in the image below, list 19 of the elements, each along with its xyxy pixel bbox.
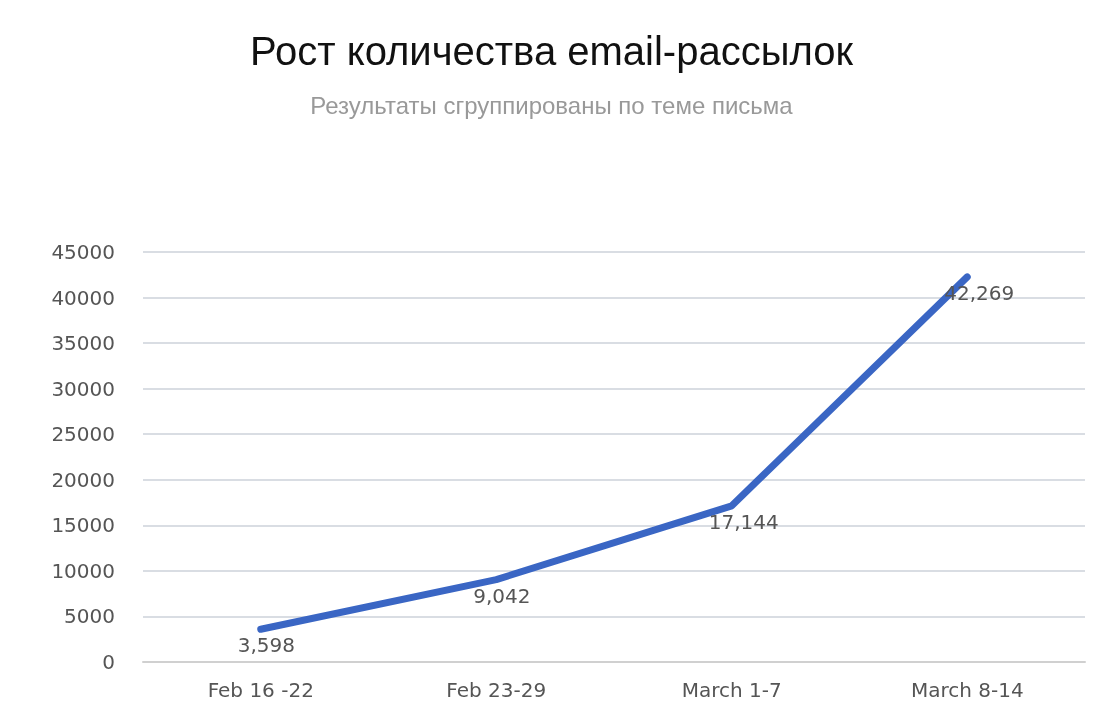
y-tick-label: 0 xyxy=(102,650,115,674)
x-tick-label: March 1-7 xyxy=(681,678,782,702)
x-tick-label: March 8-14 xyxy=(910,678,1024,702)
y-tick-label: 30000 xyxy=(51,376,115,401)
chart-title: Рост количества email-рассылок xyxy=(250,29,854,73)
x-tick-label: Feb 23-29 xyxy=(446,678,547,702)
chart-subtitle: Результаты сгруппированы по теме письма xyxy=(310,91,794,119)
y-tick-label: 40000 xyxy=(51,285,115,310)
data-label: 17,144 xyxy=(708,509,779,534)
y-tick-label: 45000 xyxy=(51,240,115,264)
y-tick-label: 15000 xyxy=(51,513,115,538)
y-tick-label: 5000 xyxy=(64,604,115,629)
data-label: 9,042 xyxy=(473,583,531,608)
x-tick-label: Feb 16 -22 xyxy=(207,678,314,702)
y-tick-label: 20000 xyxy=(51,467,115,492)
y-tick-label: 10000 xyxy=(51,558,115,583)
y-tick-label: 35000 xyxy=(51,331,115,356)
y-tick-label: 25000 xyxy=(51,422,115,447)
data-label: 3,598 xyxy=(237,633,296,658)
